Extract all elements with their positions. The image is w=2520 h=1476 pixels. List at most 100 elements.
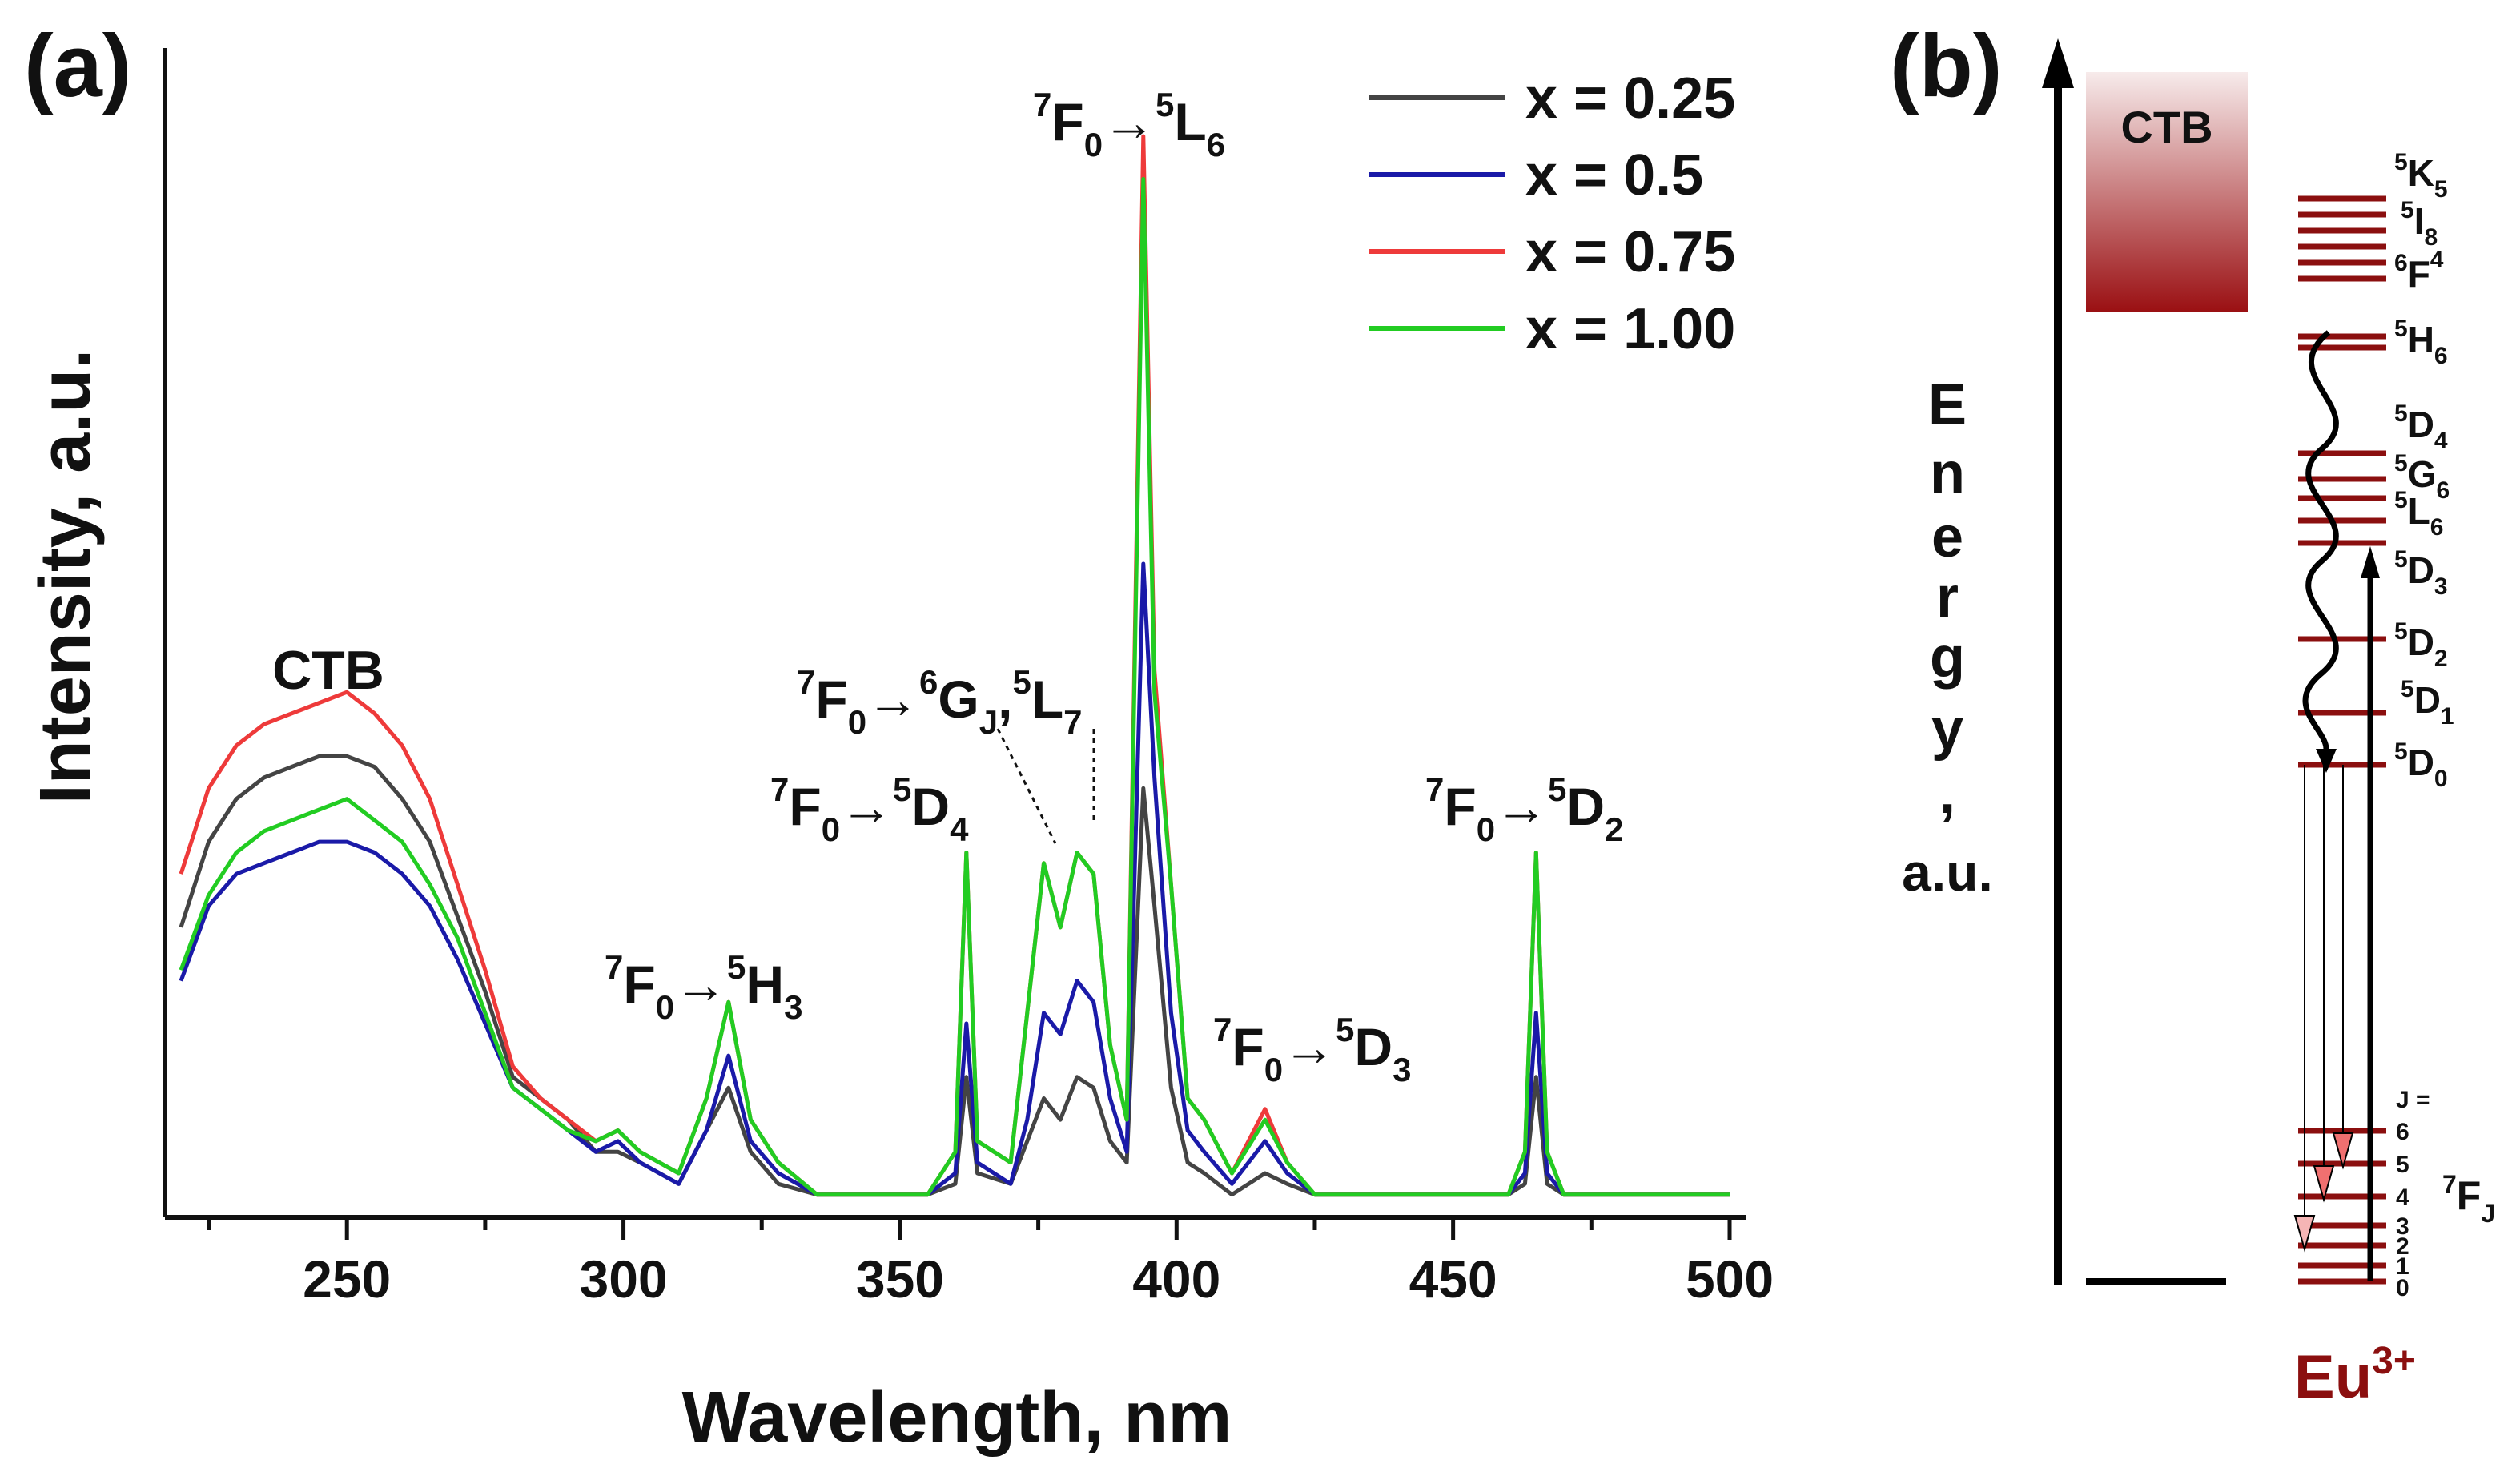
- ion-charge: 3+: [2372, 1340, 2416, 1382]
- label-name: D: [2414, 679, 2441, 721]
- energy-unit: a.u.: [1902, 843, 1993, 902]
- annotation-5h3-part: 0: [656, 988, 674, 1026]
- annotation-5h3-part: 5: [727, 948, 746, 986]
- label-sup: 6: [2394, 250, 2408, 276]
- panel-a-label: (a): [24, 17, 131, 115]
- label-sub: 5: [2434, 176, 2448, 203]
- label-sup: 5: [2394, 450, 2408, 477]
- label-sub: 3: [2434, 573, 2448, 600]
- x-tick-label: 250: [303, 1249, 391, 1309]
- annotation-5d3-part: 0: [1264, 1051, 1283, 1088]
- annotation-5h3: 7F0→5H3: [605, 948, 802, 1026]
- label-5k5: 5K5: [2394, 149, 2448, 203]
- label-name: K: [2408, 152, 2434, 194]
- annotation-5d3-part: 7: [1213, 1011, 1232, 1048]
- legend-label-0: x = 0.25: [1525, 66, 1735, 131]
- annotation-6gj-part: F: [815, 670, 847, 729]
- excitation-arrowhead: [2361, 546, 2380, 578]
- annotation-5d4-part: 4: [950, 810, 969, 848]
- label-sub: 4: [2430, 247, 2444, 273]
- label-sup: 5: [2401, 197, 2414, 223]
- emission-arrowhead-7f4: [2313, 1165, 2335, 1203]
- annotation-6gj-part: 6: [919, 663, 938, 701]
- relaxation-arrowhead: [2316, 749, 2337, 773]
- annotation-5h3-part: F: [623, 955, 655, 1014]
- label-name: D: [2408, 621, 2434, 663]
- annotation-5d4: 7F0→5D4: [770, 770, 969, 848]
- energy-letter: y: [1931, 698, 1963, 762]
- annotation-5l6-part: F: [1051, 92, 1083, 151]
- legend-label-1: x = 0.5: [1525, 143, 1703, 207]
- emission-arrowhead-7f2: [2293, 1215, 2316, 1253]
- legend: x = 0.25 x = 0.5 x = 0.75 x = 1.00: [1369, 66, 1735, 361]
- annotation-5d4-part: 5: [893, 770, 911, 808]
- annotation-5h3-part: →: [674, 955, 727, 1014]
- energy-letter: g: [1930, 625, 1965, 690]
- annotation-5d2-part: F: [1444, 777, 1476, 836]
- x-ticks: 250 300 350 400 450 500: [207, 1217, 1774, 1309]
- annotation-6gj-part: J: [979, 703, 998, 741]
- annotation-5d2-part: D: [1566, 777, 1605, 836]
- emission-lines: [2304, 765, 2344, 1245]
- label-5d4: 5D4: [2394, 400, 2448, 454]
- label-sub: J: [2481, 1199, 2495, 1228]
- label-5d2: 5D2: [2394, 618, 2448, 672]
- label-name: L: [2408, 490, 2430, 532]
- label-sub: 0: [2434, 766, 2448, 792]
- energy-letter: e: [1931, 505, 1963, 569]
- label-5h6: 5H6: [2394, 316, 2448, 369]
- j-value: 4: [2396, 1184, 2409, 1211]
- label-sub: 6: [2436, 477, 2450, 504]
- x-tick-label: 400: [1132, 1249, 1220, 1309]
- label-sub: 4: [2434, 428, 2448, 454]
- annotation-5h3-part: 7: [605, 948, 623, 986]
- annotation-5d4-part: 7: [770, 770, 789, 808]
- annotation-6gj-part: ,: [998, 670, 1012, 729]
- annotation-5l6-part: 6: [1207, 126, 1225, 163]
- label-7fj: 7FJ: [2442, 1170, 2495, 1228]
- label-sup: 5: [2394, 316, 2408, 342]
- y-axis-title: Intensity, a.u.: [26, 349, 106, 804]
- energy-letter: n: [1930, 441, 1965, 505]
- label-sub: 6: [2430, 514, 2444, 541]
- ctb-label: CTB: [2120, 102, 2213, 152]
- j-value: 1: [2396, 1253, 2409, 1280]
- annotation-6gj-part: 5: [1012, 663, 1031, 701]
- label-sup: 5: [2394, 487, 2408, 513]
- label-5d0: 5D0: [2394, 738, 2448, 792]
- annotation-6gj-part: G: [938, 670, 979, 729]
- energy-letter: r: [1936, 565, 1959, 629]
- label-sub: 8: [2424, 224, 2438, 251]
- label-sup: 5: [2401, 676, 2414, 702]
- annotation-5d4-part: F: [789, 777, 821, 836]
- j-value: 2: [2396, 1233, 2409, 1260]
- label-name: D: [2408, 549, 2434, 591]
- annotation-5l6: 7F0→5L6: [1033, 86, 1225, 163]
- j-value: 0: [2396, 1275, 2409, 1301]
- level-labels: 5K5 5I8 6F4 5H6 5D4 5G6 5L6 5D3 5D2 5D1 …: [2394, 149, 2454, 792]
- label-name: D: [2408, 742, 2434, 783]
- annotation-6gj-part: 7: [797, 663, 815, 701]
- annotation-5d3-part: F: [1232, 1017, 1264, 1076]
- annotation-6gj-part: 7: [1063, 703, 1082, 741]
- x-tick-label: 500: [1686, 1249, 1774, 1309]
- annotation-5l6-part: 5: [1156, 86, 1174, 123]
- annotation-5d3-part: D: [1354, 1017, 1393, 1076]
- j-labels: J = 6 5 4 3 2 1 0: [2396, 1087, 2430, 1301]
- label-name: G: [2408, 453, 2437, 495]
- annotation-6gj-part: →: [866, 670, 919, 729]
- series-line-3: [179, 176, 1730, 1197]
- energy-letter: E: [1928, 373, 1967, 437]
- energy-letter: ,: [1939, 762, 1955, 826]
- emission-arrowhead-7f5: [2332, 1132, 2354, 1170]
- annotation-ctb: CTB: [272, 640, 384, 701]
- panel-b-label: (b): [1890, 17, 2002, 115]
- label-name: I: [2414, 200, 2425, 242]
- j-value: 6: [2396, 1119, 2409, 1145]
- annotation-5d4-part: 0: [822, 810, 840, 848]
- annotation-5d3: 7F0→5D3: [1213, 1011, 1411, 1088]
- label-5l6: 5L6: [2394, 487, 2443, 541]
- series-group: [179, 134, 1730, 1197]
- label-name: F: [2457, 1173, 2482, 1218]
